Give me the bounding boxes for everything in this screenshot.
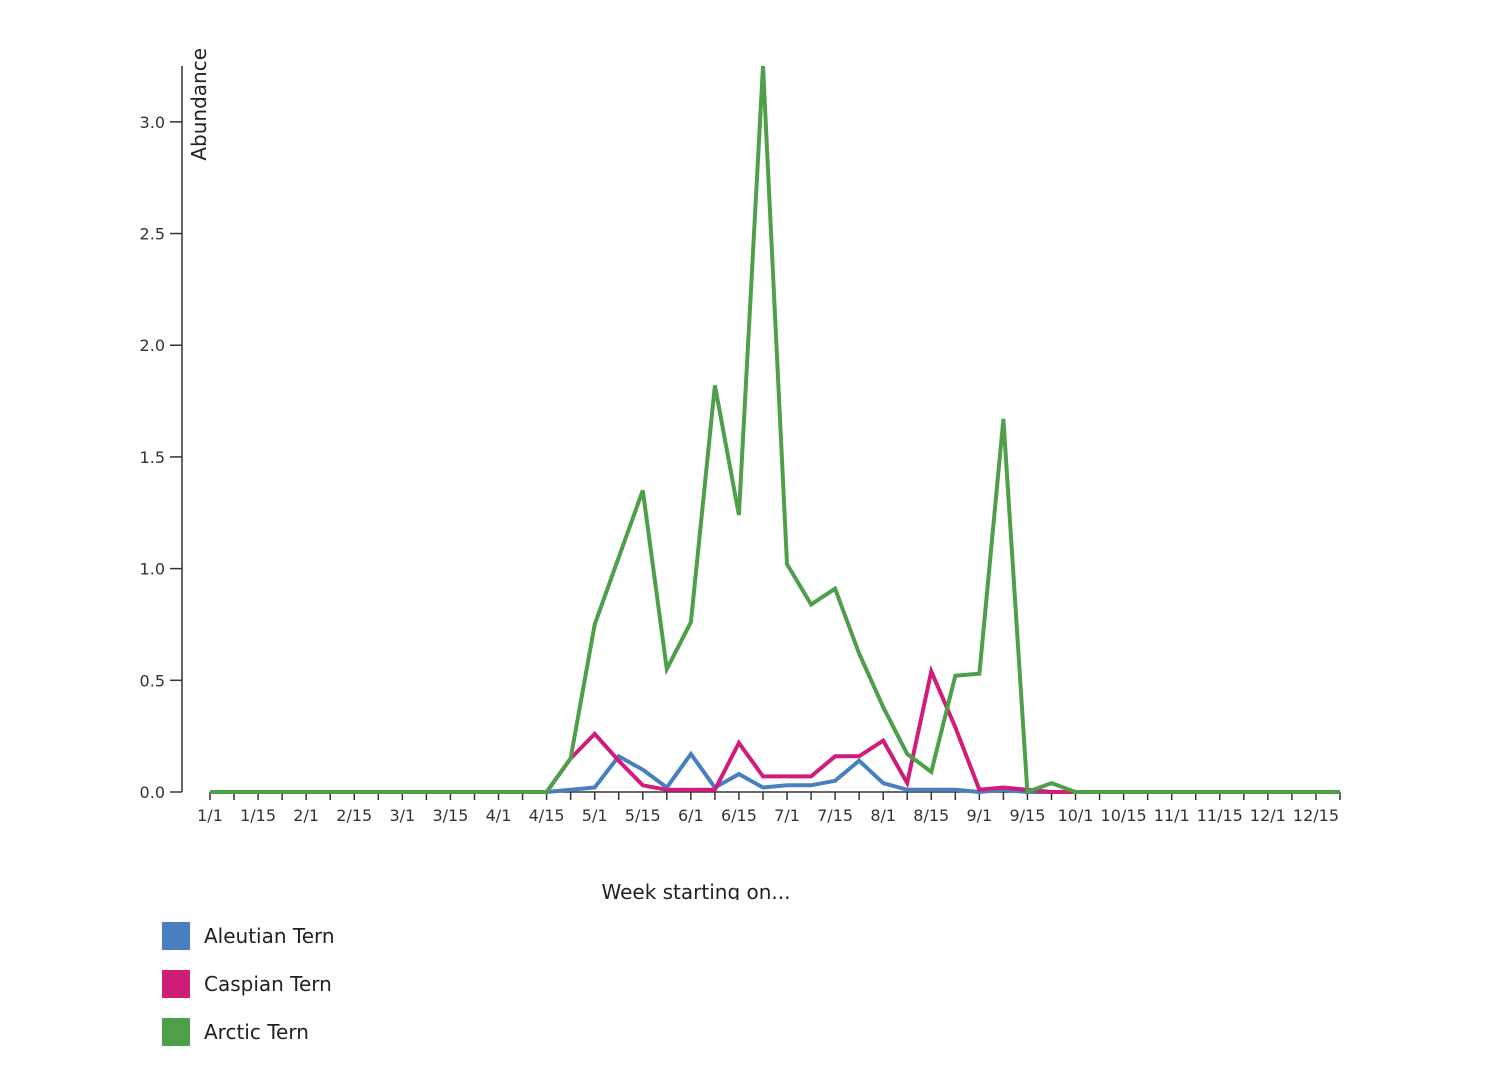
x-tick-label: 11/15 (1197, 806, 1243, 825)
x-tick-label: 6/1 (678, 806, 704, 825)
legend-swatch (162, 970, 190, 998)
y-tick-label: 2.0 (140, 336, 165, 355)
x-tick-label: 4/15 (529, 806, 565, 825)
series-line-caspian-tern (210, 664, 1340, 794)
line-chart: 0.0 0.5 1.0 1.5 2.0 2.5 3.0 1/1 1/15 2/1 2/15 3/1 3… (140, 48, 1341, 900)
y-tick-label: 1.0 (140, 560, 165, 579)
x-tick-label: 3/1 (389, 806, 415, 825)
x-tick-label: 1/15 (240, 806, 276, 825)
legend-swatch (162, 1018, 190, 1046)
x-axis: 1/1 1/15 2/1 2/15 3/1 3/15 4/1 4/15 5/1 5/15 6/1 6/… (197, 791, 1341, 825)
x-tick-label: 2/15 (336, 806, 372, 825)
legend-label: Aleutian Tern (204, 924, 335, 948)
x-tick-label: 2/1 (293, 806, 319, 825)
y-tick-label: 2.5 (140, 225, 165, 244)
x-tick-label: 7/1 (774, 806, 800, 825)
x-tick-label: 5/1 (582, 806, 608, 825)
x-tick-label: 8/1 (870, 806, 896, 825)
legend-item: Caspian Tern (162, 960, 335, 1008)
y-axis: 0.0 0.5 1.0 1.5 2.0 2.5 3.0 (140, 66, 183, 802)
legend-item: Aleutian Tern (162, 912, 335, 960)
x-tick-label: 10/15 (1101, 806, 1147, 825)
x-tick-label: 1/1 (197, 806, 223, 825)
x-tick-label: 5/15 (625, 806, 661, 825)
x-tick-label: 11/1 (1154, 806, 1190, 825)
x-tick-label: 3/15 (432, 806, 468, 825)
legend-item: Arctic Tern (162, 1008, 335, 1056)
legend-swatch (162, 922, 190, 950)
y-tick-label: 0.0 (140, 783, 165, 802)
y-tick-label: 1.5 (140, 448, 165, 467)
x-axis-title: Week starting on... (601, 880, 790, 900)
series-line-aleutian-tern (210, 750, 1340, 795)
x-tick-label: 12/15 (1293, 806, 1339, 825)
x-tick-label: 7/15 (817, 806, 853, 825)
legend: Aleutian Tern Caspian Tern Arctic Tern (162, 912, 335, 1056)
x-tick-label: 12/1 (1250, 806, 1286, 825)
y-tick-label: 0.5 (140, 671, 165, 690)
x-tick-label: 6/15 (721, 806, 757, 825)
legend-label: Caspian Tern (204, 972, 332, 996)
legend-label: Arctic Tern (204, 1020, 309, 1044)
x-tick-label: 9/15 (1009, 806, 1045, 825)
x-tick-label: 8/15 (913, 806, 949, 825)
y-tick-label: 3.0 (140, 113, 165, 132)
series-lines (210, 65, 1340, 795)
x-tick-label: 9/1 (966, 806, 992, 825)
series-line-arctic-tern (210, 65, 1340, 795)
y-axis-title: Abundance (187, 48, 211, 161)
x-tick-label: 10/1 (1058, 806, 1094, 825)
x-tick-label: 4/1 (486, 806, 512, 825)
